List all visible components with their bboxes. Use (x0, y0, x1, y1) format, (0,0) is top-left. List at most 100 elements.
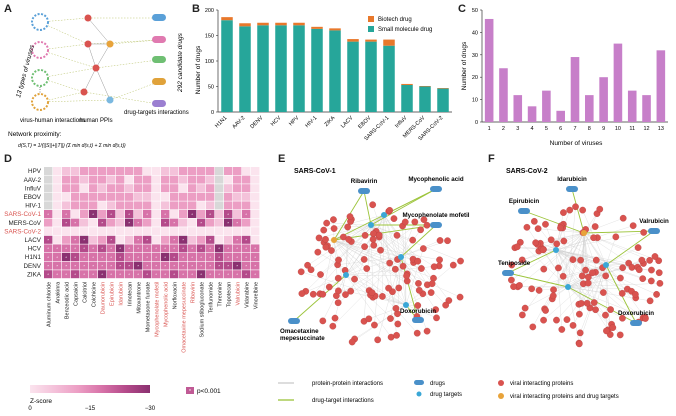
c-x-tick-label: 9 (602, 126, 605, 132)
d-sig-star: * (245, 212, 247, 217)
e-viral-node (414, 302, 422, 309)
d-cell (89, 261, 98, 270)
d-sig-star: * (128, 272, 130, 277)
drug-capsule-icon (414, 380, 424, 385)
d-cell (242, 218, 251, 227)
f-dti-edge (605, 230, 655, 266)
d-cell (62, 261, 71, 270)
d-cell (98, 244, 107, 253)
e-viral-node (395, 284, 403, 292)
d-cell (71, 235, 80, 244)
e-target-node (403, 302, 409, 308)
d-cell (98, 201, 107, 210)
d-cell (107, 235, 116, 244)
d-cell (251, 184, 260, 193)
f-viral-node (558, 326, 566, 333)
d-cell (179, 270, 188, 279)
f-drug-label: Valrubicin (639, 218, 669, 225)
d-sig-star: * (128, 220, 130, 225)
f-ppi-edge (583, 232, 595, 303)
e-ppi-edge (354, 278, 407, 306)
b-bar-small (311, 28, 323, 112)
d-cell (44, 270, 53, 279)
e-viral-node (403, 272, 410, 280)
b-bar-biotech (419, 85, 431, 87)
e-viral-node (449, 261, 457, 269)
d-row-label: HPV (28, 168, 42, 175)
b-x-tick-label: DENV (249, 115, 264, 130)
d-cell (215, 261, 224, 270)
e-ppi-edge (405, 248, 424, 306)
e-ppi-edge (400, 221, 415, 258)
f-viral-node (591, 223, 599, 230)
f-viral-node (577, 300, 585, 307)
d-cell (179, 167, 188, 175)
c-bar (599, 77, 608, 122)
f-viral-node (642, 315, 649, 322)
b-x-tick-label: H1N1 (214, 115, 228, 129)
d-cell (143, 244, 152, 253)
d-cell (152, 227, 161, 236)
f-viral-node (547, 236, 555, 244)
d-col-label: Aluminum chloride (47, 282, 53, 327)
d-cell (143, 201, 152, 210)
e-viral-node (298, 290, 306, 297)
f-drug-label: Doxorubicin (618, 310, 654, 317)
d-sig-star: * (128, 255, 130, 260)
d-cell (152, 175, 161, 184)
d-cell (170, 227, 179, 236)
d-cell (143, 210, 152, 218)
d-cell (125, 270, 134, 279)
d-sig-star: * (209, 238, 211, 243)
f-viral-node (632, 291, 639, 298)
d-cell (197, 218, 206, 227)
d-sig-star: * (227, 255, 229, 260)
d-cell (53, 184, 62, 193)
d-zscore-tick: −15 (85, 406, 96, 412)
d-row-label: SARS-CoV-2 (4, 228, 41, 235)
d-sig-star: * (56, 246, 58, 251)
d-cell (224, 175, 233, 184)
f-viral-node (549, 292, 557, 300)
f-ppi-edge (555, 249, 581, 261)
d-cell (188, 218, 197, 227)
d-sig-star: * (236, 263, 238, 268)
f-viral-node (534, 225, 542, 233)
d-sig-swatch-star: * (189, 389, 191, 395)
e-viral-node (420, 216, 428, 224)
d-cell (107, 244, 116, 253)
d-cell (152, 210, 161, 218)
c-x-tick-label: 13 (658, 126, 664, 132)
e-viral-node (335, 256, 342, 264)
d-sig-star: * (83, 246, 85, 251)
d-sig-star: * (146, 238, 148, 243)
d-cell (242, 167, 251, 175)
e-dti-edge (400, 224, 437, 258)
e-ppi-edge (351, 214, 385, 242)
f-ppi-edge (537, 232, 585, 245)
ppi-links (83, 17, 111, 101)
d-cell (107, 227, 116, 236)
b-bar-biotech (401, 83, 413, 85)
d-sig-star: * (173, 246, 175, 251)
f-viral-node (648, 266, 655, 274)
drug-targets-label: drug-targets interactions (124, 110, 189, 116)
b-x-tick-label: AAV-2 (231, 115, 246, 130)
d-sig-star: * (218, 246, 220, 251)
e-viral-node (411, 218, 419, 226)
d-sig-star: * (155, 246, 157, 251)
d-cell (62, 227, 71, 236)
e-viral-node (361, 243, 368, 251)
d-sig-star: * (65, 220, 67, 225)
f-ppi-edge (555, 249, 629, 264)
d-sig-star: * (110, 246, 112, 251)
d-col-label: Mometasone furoate (146, 282, 152, 332)
d-cell (233, 235, 242, 244)
f-viral-node (575, 340, 583, 348)
e-viral-node (370, 230, 377, 238)
d-cell (53, 210, 62, 218)
e-viral-node (363, 265, 371, 272)
e-ppi-edge (345, 274, 407, 277)
d-cell (161, 201, 170, 210)
proximity-formula: d(S,T) = 1/(||S||+||T||) (Σ min d(s,t) +… (18, 143, 126, 149)
